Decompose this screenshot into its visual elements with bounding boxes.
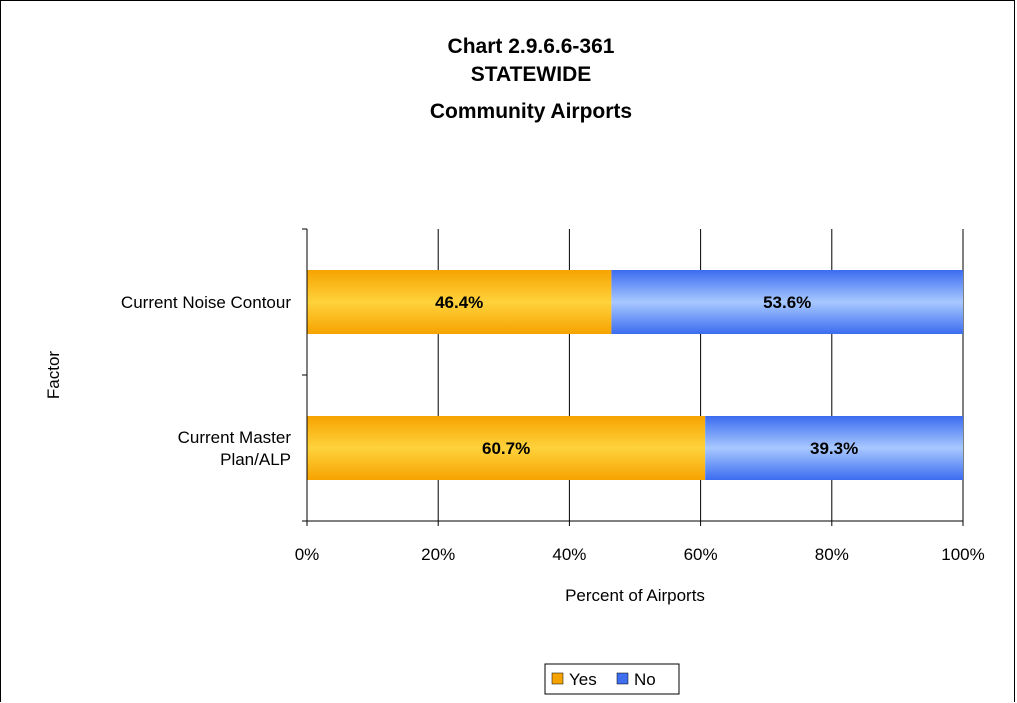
legend-label-yes: Yes [569, 670, 597, 689]
x-tick-label: 20% [421, 545, 455, 564]
category-label: Current Noise Contour [121, 293, 291, 312]
axes [302, 228, 964, 526]
x-tick-label: 40% [552, 545, 586, 564]
legend-swatch-no [616, 672, 629, 685]
bar-no [611, 270, 963, 334]
data-label: 53.6% [763, 293, 811, 312]
bars: 46.4% 53.6% 60.7% 39.3% [307, 270, 963, 480]
chart-title-line: STATEWIDE [471, 63, 592, 86]
data-label: 46.4% [435, 293, 483, 312]
x-tick-label: 100% [941, 545, 984, 564]
category-label: Current Master [178, 428, 292, 447]
bar-yes [307, 270, 612, 334]
x-tick-label: 80% [815, 545, 849, 564]
x-tick-label: 0% [295, 545, 320, 564]
chart-title-line: Community Airports [430, 100, 632, 123]
legend-label-no: No [634, 670, 656, 689]
x-tick-label: 60% [684, 545, 718, 564]
legend-swatch-yes [551, 672, 564, 685]
chart-title: Chart 2.9.6.6-361 STATEWIDE Community Airp… [430, 35, 632, 123]
category-label: Plan/ALP [220, 450, 291, 469]
data-label: 39.3% [810, 439, 858, 458]
legend: Yes No [544, 663, 680, 695]
data-label: 60.7% [482, 439, 530, 458]
labels: 0% 20% 40% 60% 80% 100% Current Noise Contour C… [44, 293, 985, 605]
y-axis-title: Factor [44, 351, 63, 400]
x-axis-title: Percent of Airports [565, 586, 705, 605]
bar-yes [307, 416, 706, 480]
chart-title-line: Chart 2.9.6.6-361 [448, 35, 615, 58]
bar-no [705, 416, 963, 480]
legend-box [544, 663, 680, 695]
